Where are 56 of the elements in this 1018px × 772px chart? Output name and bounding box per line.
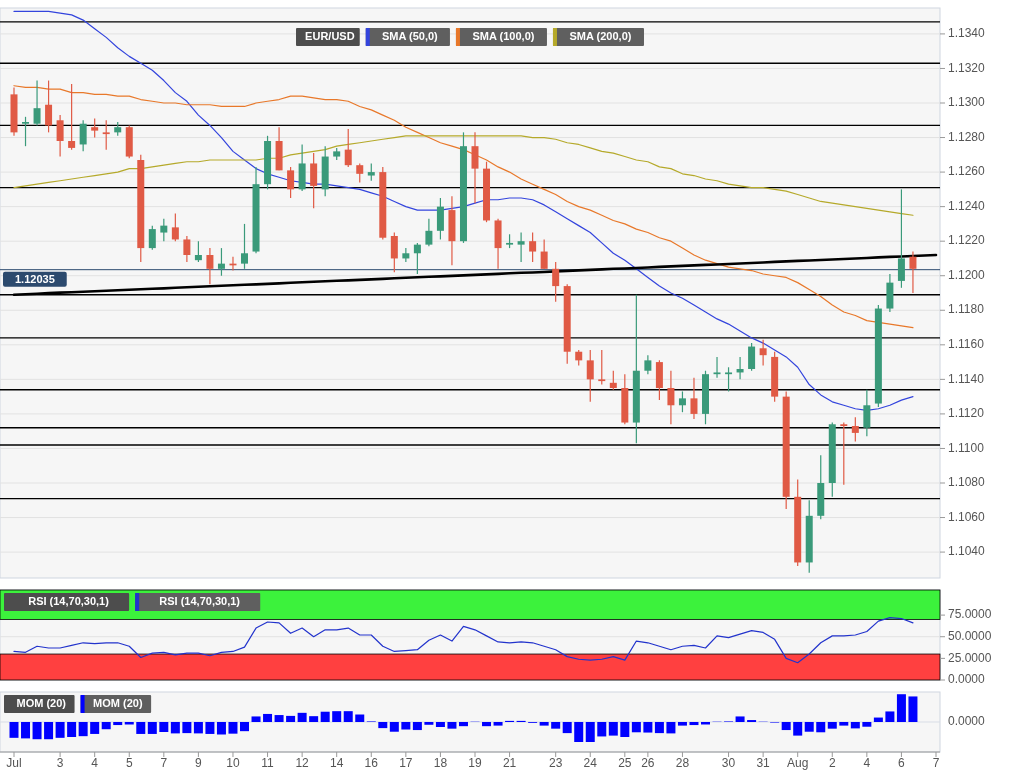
chart-title: MOM (20) — [16, 696, 67, 709]
y-tick-label: 1.1180 — [948, 302, 985, 317]
x-tick-label: 31 — [756, 756, 771, 770]
y-tick-label: 50.0000 — [948, 628, 992, 643]
x-tick-label: 19 — [468, 756, 482, 770]
x-tick-label: 5 — [125, 756, 133, 770]
legend-label: SMA (100,0) — [472, 29, 535, 42]
ref-line-label: 1.12035 — [14, 272, 55, 285]
y-tick-label: 1.1100 — [948, 440, 985, 455]
y-tick-label: 1.1240 — [948, 198, 986, 213]
x-tick-label: 2 — [828, 756, 836, 770]
x-tick-label: 30 — [721, 756, 736, 770]
x-tick-label: 3 — [56, 756, 64, 770]
y-tick-label: 75.0000 — [948, 607, 992, 622]
x-tick-label: 6 — [898, 756, 906, 770]
legend-label: MOM (20) — [93, 696, 143, 709]
x-tick-label: Aug — [787, 756, 809, 770]
x-tick-label: 26 — [641, 756, 655, 770]
legend-label: RSI (14,70,30,1) — [159, 594, 241, 607]
x-tick-label: 24 — [583, 756, 598, 770]
x-tick-label: 7 — [160, 756, 168, 770]
x-tick-label: 18 — [433, 756, 448, 770]
y-tick-label: 0.0000 — [948, 672, 986, 687]
x-tick-label: 10 — [226, 756, 240, 770]
x-tick-label: 14 — [330, 756, 344, 770]
x-tick-label: 7 — [932, 756, 940, 770]
x-tick-label: 23 — [549, 756, 563, 770]
x-tick-label: 9 — [195, 756, 203, 770]
x-tick-label: Jul — [6, 756, 22, 770]
text: EUR/USD — [305, 29, 355, 42]
y-tick-label: 1.1120 — [948, 406, 985, 421]
x-tick-label: 4 — [91, 756, 99, 770]
y-tick-label: 25.0000 — [948, 650, 992, 665]
y-tick-label: 1.1200 — [948, 267, 986, 282]
y-tick-label: 1.1080 — [948, 475, 986, 490]
x-tick-label: 25 — [618, 756, 632, 770]
y-tick-label: 1.1320 — [948, 60, 986, 75]
y-tick-label: 1.1340 — [948, 26, 986, 41]
x-tick-label: 16 — [364, 756, 379, 770]
x-tick-label: 28 — [675, 756, 690, 770]
y-tick-label: 1.1300 — [948, 95, 986, 110]
x-tick-label: 17 — [399, 756, 413, 770]
y-tick-label: 1.1160 — [948, 336, 985, 351]
y-tick-label: 1.1280 — [948, 129, 986, 144]
legend-label: SMA (200,0) — [569, 29, 632, 42]
y-tick-label: 1.1060 — [948, 509, 986, 524]
y-tick-label: 1.1140 — [948, 371, 985, 386]
y-tick-label: 1.1260 — [948, 164, 986, 179]
chart-title: RSI (14,70,30,1) — [28, 594, 110, 607]
y-tick-label: 1.1040 — [948, 544, 986, 559]
y-tick-label: 1.1220 — [948, 233, 986, 248]
x-tick-label: 11 — [261, 756, 275, 770]
x-tick-label: 12 — [295, 756, 310, 770]
legend-label: SMA (50,0) — [381, 29, 439, 42]
x-tick-label: 4 — [863, 756, 871, 770]
x-tick-label: 21 — [502, 756, 517, 770]
